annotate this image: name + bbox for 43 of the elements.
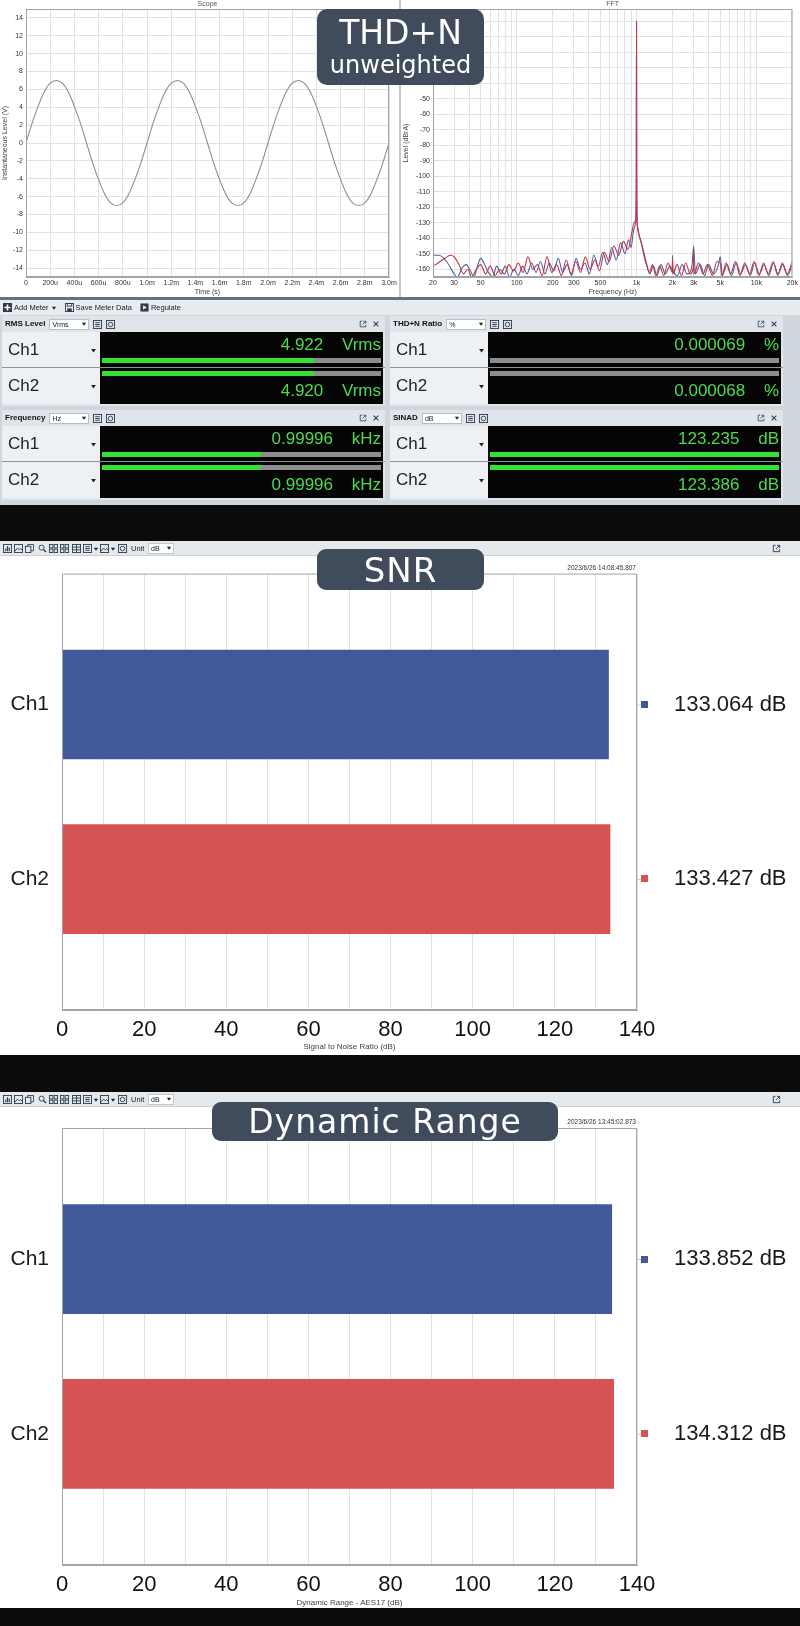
- y-tick-label: Ch2: [10, 865, 49, 889]
- x-tick-label: 60: [296, 1571, 321, 1597]
- text: SINAD: [393, 413, 418, 423]
- annotation: THD+N: [339, 13, 462, 53]
- text: 4.920 Vrms: [280, 381, 381, 400]
- x-tick-label: 40: [214, 1016, 239, 1042]
- data-label: 133.427 dB: [674, 865, 787, 891]
- text: 0.99996 kHz: [271, 475, 381, 494]
- text: 0.99996 kHz: [271, 429, 381, 448]
- annotation: unweighted: [329, 51, 472, 80]
- line-series: [25, 79, 390, 207]
- text: Frequency: [5, 413, 46, 423]
- x-tick-label: 80: [378, 1571, 403, 1597]
- text: 123.235 dB: [678, 429, 779, 448]
- text: RMS Level: [5, 319, 46, 329]
- data-label: 133.852 dB: [674, 1245, 787, 1271]
- x-tick-label: 20: [131, 1571, 157, 1597]
- y-tick-label: Ch1: [10, 1245, 49, 1269]
- x-axis-title: Dynamic Range - AES17 (dB): [296, 1598, 403, 1608]
- text: 123.386 dB: [678, 475, 779, 494]
- data-label: 134.312 dB: [674, 1419, 787, 1445]
- chart-title: SNR: [363, 549, 438, 590]
- x-tick-label: 80: [378, 1016, 403, 1042]
- text: 4.922 Vrms: [280, 335, 381, 354]
- x-tick-label: 140: [618, 1571, 656, 1597]
- x-tick-label: 0: [55, 1571, 69, 1597]
- x-tick-label: 140: [618, 1016, 656, 1042]
- chart-title: Dynamic Range: [248, 1102, 522, 1141]
- text: 0.000068 %: [674, 381, 779, 400]
- x-tick-label: 20: [131, 1016, 157, 1042]
- text: THD+N Ratio: [393, 319, 443, 329]
- x-tick-label: 120: [536, 1016, 574, 1042]
- y-tick-label: Ch1: [10, 691, 49, 715]
- x-tick-label: 100: [454, 1571, 492, 1597]
- x-axis-title: Signal to Noise Ratio (dB): [303, 1042, 396, 1052]
- x-tick-label: 60: [296, 1016, 321, 1042]
- x-tick-label: 40: [214, 1571, 239, 1597]
- x-tick-label: 100: [454, 1016, 492, 1042]
- x-tick-label: 120: [536, 1571, 574, 1597]
- data-label: 133.064 dB: [674, 690, 787, 716]
- y-tick-label: Ch2: [10, 1420, 49, 1444]
- text: 0.000069 %: [674, 335, 779, 354]
- x-tick-label: 0: [55, 1016, 69, 1042]
